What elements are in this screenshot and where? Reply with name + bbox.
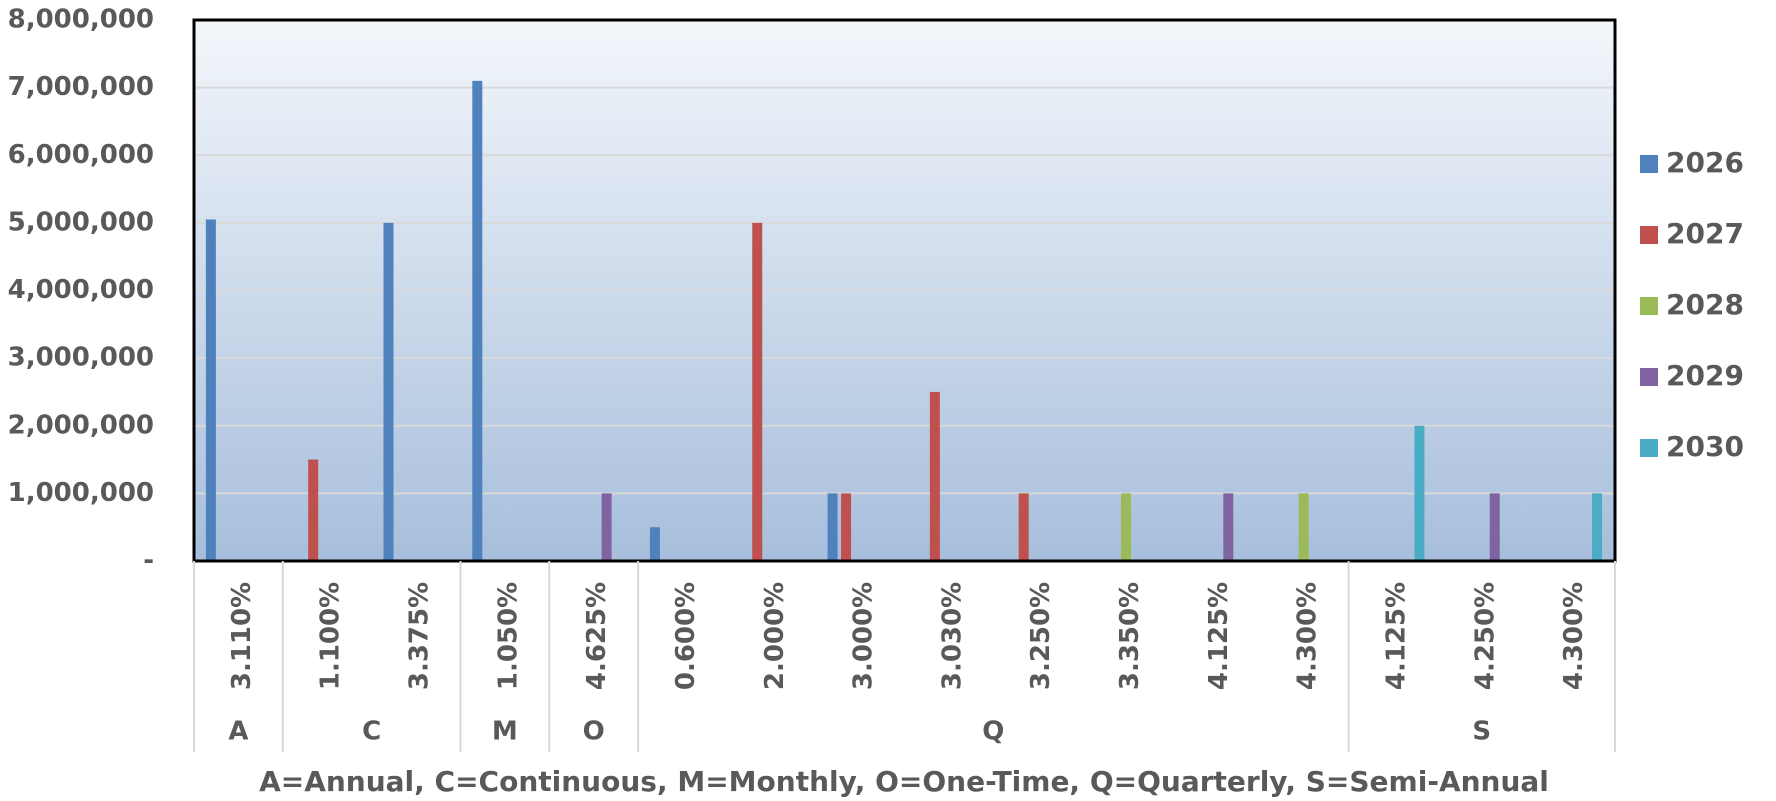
x-tick-label: 2.000% xyxy=(760,582,790,690)
x-tick-label: 3.000% xyxy=(849,582,879,690)
legend-label: 2030 xyxy=(1666,430,1744,463)
x-tick-label: 4.250% xyxy=(1470,582,1500,690)
x-tick-label: 0.600% xyxy=(671,582,701,690)
bar xyxy=(601,493,612,561)
group-label: A xyxy=(228,717,248,747)
bar xyxy=(1592,493,1603,561)
bar xyxy=(205,219,216,561)
bar xyxy=(841,493,852,561)
legend-swatch xyxy=(1640,297,1658,315)
x-tick-label: 4.125% xyxy=(1204,582,1234,690)
x-tick-label: 1.050% xyxy=(493,582,523,690)
group-label: M xyxy=(492,717,518,747)
y-tick-label: 8,000,000 xyxy=(8,5,154,35)
bar xyxy=(929,391,940,561)
x-tick-label: 4.125% xyxy=(1381,582,1411,690)
bar xyxy=(472,80,483,562)
legend-label: 2029 xyxy=(1666,359,1744,392)
bar xyxy=(827,493,838,561)
group-label: S xyxy=(1472,717,1491,747)
legend-label: 2028 xyxy=(1666,288,1744,321)
y-tick-label: 7,000,000 xyxy=(8,72,154,102)
x-tick-label: 3.375% xyxy=(405,582,435,690)
x-tick-label: 3.110% xyxy=(227,582,257,690)
bar xyxy=(1120,493,1131,561)
legend-swatch xyxy=(1640,155,1658,173)
legend-swatch xyxy=(1640,226,1658,244)
bar xyxy=(308,459,319,561)
y-tick-label: 6,000,000 xyxy=(8,140,154,170)
x-tick-label: 4.300% xyxy=(1293,582,1323,690)
x-tick-label: 4.300% xyxy=(1559,582,1589,690)
group-label: C xyxy=(362,717,381,747)
y-tick-label: 2,000,000 xyxy=(8,410,154,440)
y-tick-label: 4,000,000 xyxy=(8,275,154,305)
bar xyxy=(1018,493,1029,561)
bar xyxy=(1298,493,1309,561)
bar xyxy=(649,527,660,561)
x-axis-title: A=Annual, C=Continuous, M=Monthly, O=One… xyxy=(259,765,1549,798)
bar xyxy=(1223,493,1234,561)
x-tick-label: 3.250% xyxy=(1026,582,1056,690)
bar xyxy=(752,222,763,561)
plot-border xyxy=(192,18,1617,563)
legend-swatch xyxy=(1640,439,1658,457)
group-label: O xyxy=(583,717,605,747)
x-tick-label: 3.030% xyxy=(937,582,967,690)
bar xyxy=(1414,425,1425,561)
x-tick-label: 1.100% xyxy=(316,582,346,690)
bar xyxy=(1489,493,1500,561)
y-tick-label: 5,000,000 xyxy=(8,207,154,237)
legend-label: 2026 xyxy=(1666,146,1744,179)
x-tick-label: 3.350% xyxy=(1115,582,1145,690)
y-tick-label: 1,000,000 xyxy=(8,478,154,508)
y-tick-label: 3,000,000 xyxy=(8,343,154,373)
bar xyxy=(383,222,394,561)
x-tick-label: 4.625% xyxy=(582,582,612,690)
y-tick-label: - xyxy=(143,546,154,576)
legend-swatch xyxy=(1640,368,1658,386)
legend-label: 2027 xyxy=(1666,217,1744,250)
group-label: Q xyxy=(982,717,1004,747)
